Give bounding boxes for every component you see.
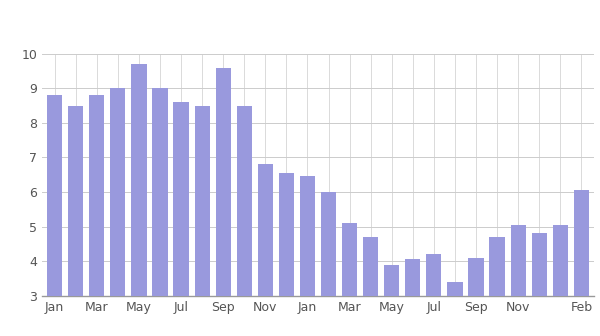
Bar (215, 68, 231, 296)
Bar (194, 106, 210, 296)
Bar (553, 225, 568, 296)
Bar (131, 64, 146, 296)
Bar (448, 282, 463, 296)
Bar (469, 258, 484, 296)
Bar (236, 106, 252, 296)
Bar (426, 254, 442, 296)
Bar (258, 164, 273, 296)
Bar (532, 234, 547, 296)
Bar (47, 95, 62, 296)
Bar (300, 176, 315, 296)
Bar (342, 223, 357, 296)
Bar (89, 95, 104, 296)
Bar (574, 190, 589, 296)
Bar (173, 102, 188, 296)
Bar (279, 173, 294, 296)
Bar (110, 88, 125, 296)
Bar (152, 88, 167, 296)
Bar (321, 192, 336, 296)
Bar (68, 106, 83, 296)
Bar (511, 225, 526, 296)
Bar (384, 264, 400, 296)
Bar (363, 237, 378, 296)
Bar (405, 259, 421, 296)
Bar (490, 237, 505, 296)
Text: Unemployment Rate (%): Unemployment Rate (%) (7, 20, 254, 39)
